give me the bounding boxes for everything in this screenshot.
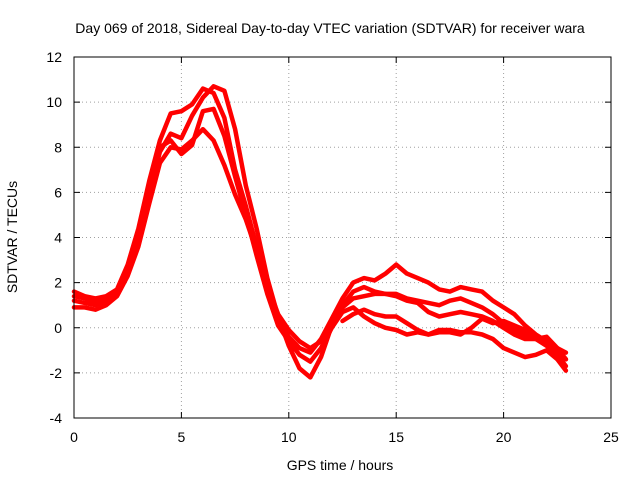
x-tick-label: 25 [603,429,619,445]
y-tick-label: 4 [54,230,62,246]
x-tick-label: 20 [496,429,512,445]
x-axis-label: GPS time / hours [287,457,394,473]
series-layer [71,84,569,380]
y-tick-label: 12 [46,49,62,65]
y-tick-label: 10 [46,94,62,110]
grid-layer [74,57,611,418]
y-tick-label: 2 [54,275,62,291]
x-tick-label: 0 [70,429,78,445]
series-line-track-4 [71,106,569,373]
x-tick-label: 5 [178,429,186,445]
y-tick-label: -2 [50,365,63,381]
x-tick-label: 10 [281,429,297,445]
series-line-track-5 [340,307,569,362]
y-tick-label: -4 [50,410,63,426]
x-tick-label: 15 [388,429,404,445]
tick-layer: 0 5 10 15 20 25 -4 -2 0 2 4 6 8 10 12 [46,49,619,445]
y-tick-label: 6 [54,184,62,200]
series-line-track-2 [71,84,569,380]
chart-title: Day 069 of 2018, Sidereal Day-to-day VTE… [75,20,585,36]
y-axis-label: SDTVAR / TECUs [4,181,20,293]
y-tick-label: 8 [54,139,62,155]
y-tick-label: 0 [54,320,62,336]
